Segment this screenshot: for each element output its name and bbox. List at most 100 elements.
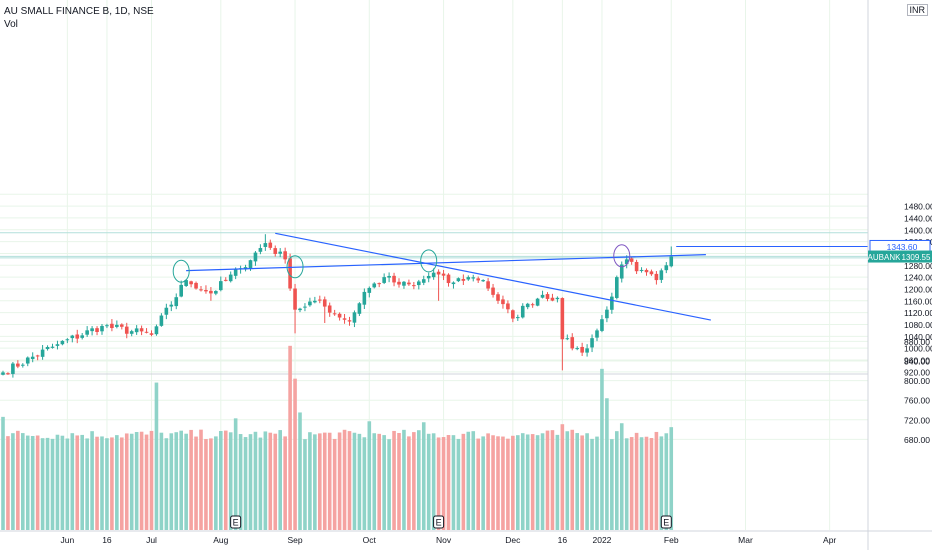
volume-bar xyxy=(605,398,609,530)
volume-bar xyxy=(129,433,134,530)
volume-bar xyxy=(659,436,664,530)
volume-bar xyxy=(263,431,268,530)
time-tick-label: Mar xyxy=(738,535,753,545)
candle-body xyxy=(115,324,119,327)
volume-bar xyxy=(456,438,461,530)
volume-bar xyxy=(154,382,159,530)
candle-body xyxy=(446,274,451,284)
volume-bar xyxy=(149,430,154,530)
price-tick-label: 1000.00 xyxy=(904,344,932,354)
volume-bar xyxy=(649,438,654,530)
volume-bar xyxy=(144,434,149,530)
volume-bar xyxy=(268,432,273,530)
candle-body xyxy=(293,288,297,310)
pattern-circle xyxy=(613,244,631,268)
candle-body xyxy=(402,281,406,286)
candle-body xyxy=(223,279,228,281)
volume-bar xyxy=(382,435,386,530)
volume-bar xyxy=(476,438,480,530)
candle-body xyxy=(426,275,431,279)
volume-bar xyxy=(506,438,510,530)
time-tick-label: Sep xyxy=(287,535,302,545)
volume-bar xyxy=(585,433,589,530)
time-tick-label: Dec xyxy=(505,535,521,545)
time-tick-label: 16 xyxy=(102,535,112,545)
volume-bar xyxy=(575,433,579,530)
candle-body xyxy=(362,291,367,305)
volume-bar xyxy=(367,421,372,530)
volume-bars xyxy=(1,345,674,530)
candle-body xyxy=(491,287,495,295)
symbol-title[interactable]: AU SMALL FINANCE B, 1D, NSE xyxy=(4,6,154,17)
volume-bar xyxy=(124,433,129,530)
candle-body xyxy=(669,256,674,267)
volume-bar xyxy=(189,429,193,530)
trendline xyxy=(275,232,711,321)
earnings-marker-box xyxy=(433,515,445,529)
candle-body xyxy=(352,312,357,323)
volume-bar xyxy=(70,433,75,530)
candle-body xyxy=(174,297,179,307)
volume-bar xyxy=(431,433,436,530)
pattern-circle xyxy=(172,259,190,283)
volume-bar xyxy=(362,437,367,530)
trendline-drawings[interactable] xyxy=(172,232,711,321)
pattern-circle xyxy=(420,249,438,273)
candle-body xyxy=(303,306,307,308)
volume-bar xyxy=(595,436,599,530)
volume-bar xyxy=(110,437,114,530)
volume-bar xyxy=(1,416,5,530)
volume-bar xyxy=(560,424,565,530)
candle-body xyxy=(530,304,535,306)
time-tick-label: Nov xyxy=(436,535,452,545)
earnings-marker-label: E xyxy=(233,518,239,528)
volume-bar xyxy=(530,434,535,530)
volume-bar xyxy=(491,435,495,530)
candle-body xyxy=(105,325,109,327)
candle-body xyxy=(639,269,644,271)
candle-body xyxy=(1,372,5,375)
volume-bar xyxy=(293,378,297,530)
volume-bar xyxy=(35,435,40,530)
volume-bar xyxy=(634,432,639,530)
candle-body xyxy=(233,269,238,276)
volume-bar xyxy=(342,429,347,530)
candle-body xyxy=(664,265,669,271)
candle-body xyxy=(619,264,624,279)
price-tick-label: 1080.00 xyxy=(904,320,932,330)
volume-bar xyxy=(426,433,431,530)
volume-bar xyxy=(644,436,649,530)
volume-bar xyxy=(233,418,238,530)
currency-label[interactable]: INR xyxy=(906,4,928,16)
candle-body xyxy=(570,337,575,349)
volume-bar xyxy=(377,433,381,530)
volume-bar xyxy=(298,412,302,530)
volume-legend[interactable]: Vol xyxy=(4,19,18,30)
volume-bar xyxy=(629,437,634,530)
earnings-marker: E xyxy=(660,515,672,529)
candle-body xyxy=(461,278,466,281)
candle-body xyxy=(421,279,426,283)
candle-body xyxy=(550,297,555,301)
volume-bar xyxy=(90,431,94,530)
candle-body xyxy=(431,272,436,278)
candle-body xyxy=(397,281,401,285)
volume-bar xyxy=(664,433,669,530)
candle-body xyxy=(610,296,614,310)
current-price-tag xyxy=(900,250,932,263)
volume-bar xyxy=(21,433,25,530)
volume-bar xyxy=(65,438,70,530)
candle-body xyxy=(30,356,35,359)
volume-bar xyxy=(60,435,65,530)
volume-bar xyxy=(540,433,545,530)
candle-body xyxy=(629,258,634,262)
candle-body xyxy=(16,363,20,367)
volume-bar xyxy=(417,430,421,530)
candle-body xyxy=(139,328,144,332)
time-tick-label: Apr xyxy=(823,535,836,545)
candle-body xyxy=(228,274,233,282)
time-axis[interactable]: Jun 16 Jul Aug Sep Oct Nov Dec 16 2022 Feb Mar Apr xyxy=(0,530,932,545)
